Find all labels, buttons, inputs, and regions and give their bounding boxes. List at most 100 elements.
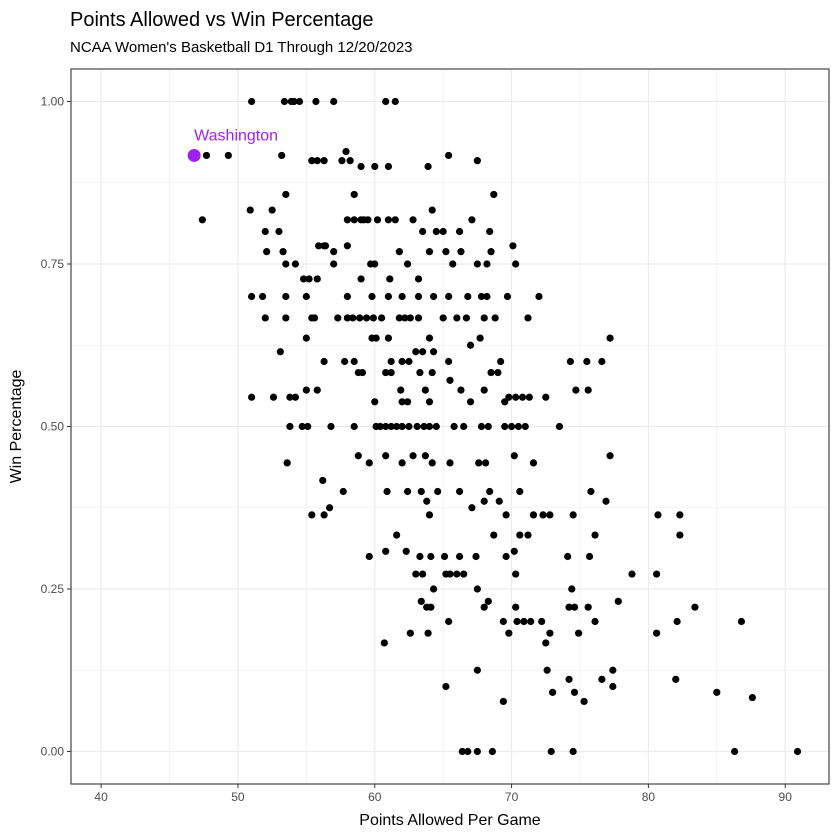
data-point	[395, 248, 403, 256]
data-point	[480, 497, 488, 505]
y-tick-label: 0.75	[41, 257, 65, 271]
data-point	[409, 216, 417, 224]
data-point	[565, 603, 573, 611]
data-point	[495, 497, 503, 505]
data-point	[654, 511, 662, 519]
data-point	[282, 190, 290, 199]
x-tick-label: 50	[231, 790, 245, 804]
data-point	[572, 386, 580, 394]
data-point	[405, 422, 413, 431]
data-point	[425, 422, 434, 431]
data-point	[535, 292, 543, 301]
data-point	[342, 147, 350, 156]
data-point	[606, 452, 614, 460]
data-point	[653, 570, 661, 578]
data-point	[555, 422, 564, 431]
data-point	[591, 617, 599, 626]
data-point	[263, 248, 271, 256]
data-point	[258, 292, 267, 301]
data-point	[414, 292, 423, 301]
data-point	[483, 292, 491, 301]
data-point	[428, 206, 436, 214]
data-point	[614, 597, 622, 605]
y-tick-label: 0.00	[41, 745, 65, 759]
data-point	[224, 151, 232, 160]
data-point	[445, 151, 453, 160]
data-point	[445, 617, 453, 626]
data-point	[484, 597, 492, 605]
data-point	[373, 216, 382, 224]
data-point	[475, 459, 483, 467]
data-point	[413, 422, 421, 431]
data-point	[417, 597, 425, 605]
data-point	[371, 398, 379, 406]
data-point	[429, 292, 438, 301]
data-point	[313, 157, 321, 165]
data-points	[198, 97, 802, 756]
data-point	[527, 617, 535, 626]
data-point	[514, 422, 523, 431]
data-point	[384, 334, 393, 342]
data-point	[398, 422, 406, 431]
data-point	[364, 216, 372, 224]
highlight-group: Washington	[187, 127, 278, 162]
data-point	[587, 487, 595, 496]
data-point	[325, 504, 334, 512]
data-point	[542, 393, 550, 401]
data-point	[391, 97, 399, 106]
data-point	[439, 314, 447, 322]
data-point	[429, 348, 438, 356]
data-point	[349, 314, 357, 322]
data-point	[421, 452, 429, 460]
data-point	[384, 216, 393, 224]
data-point	[282, 260, 290, 268]
data-point	[248, 292, 256, 301]
x-tick-label: 90	[779, 790, 793, 804]
grid-lines	[71, 69, 829, 784]
data-point	[393, 531, 401, 539]
data-point	[304, 422, 312, 431]
data-point	[308, 511, 316, 519]
data-point	[486, 227, 494, 236]
data-point	[480, 386, 488, 394]
data-point	[320, 157, 328, 165]
data-point	[320, 357, 328, 366]
data-point	[473, 260, 481, 268]
data-point	[383, 487, 391, 496]
data-point	[313, 386, 321, 394]
data-point	[425, 248, 434, 256]
data-point	[384, 162, 393, 171]
data-point	[387, 368, 395, 377]
data-point	[376, 422, 384, 431]
data-point	[283, 459, 291, 467]
data-point	[356, 314, 364, 322]
data-point	[525, 393, 533, 401]
data-point	[487, 248, 495, 256]
x-axis-title: Points Allowed Per Game	[359, 812, 541, 829]
data-point	[538, 617, 546, 626]
data-point	[371, 260, 379, 268]
data-point	[676, 511, 684, 519]
data-point	[628, 570, 636, 578]
data-point	[341, 357, 349, 366]
data-point	[425, 398, 434, 406]
data-point	[424, 629, 432, 637]
data-point	[570, 688, 579, 696]
data-point	[473, 157, 481, 165]
data-point	[516, 531, 524, 539]
data-point	[691, 603, 699, 611]
data-point	[269, 393, 278, 401]
data-point	[346, 157, 354, 165]
data-point	[350, 422, 358, 431]
data-point	[450, 422, 458, 431]
data-point	[305, 275, 313, 283]
data-point	[268, 206, 276, 214]
x-tick-label: 80	[642, 790, 656, 804]
data-point	[606, 334, 614, 342]
data-point	[275, 227, 283, 236]
data-point	[416, 552, 424, 561]
x-tick-label: 40	[94, 790, 108, 804]
data-point	[421, 386, 429, 394]
data-point	[512, 603, 520, 611]
